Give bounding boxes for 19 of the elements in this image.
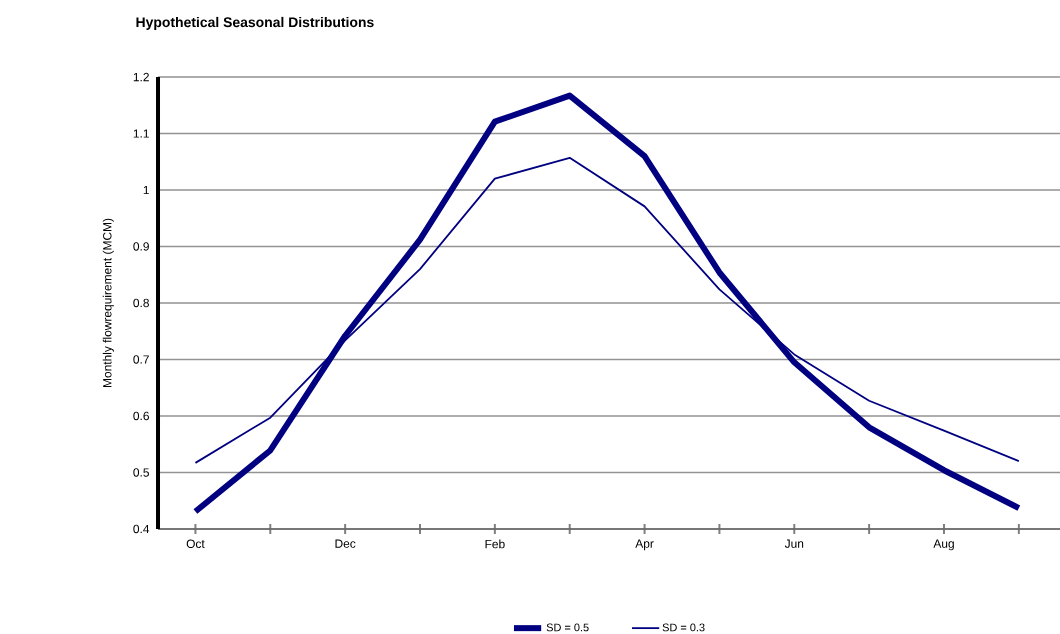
- y-axis-title: Monthly flowrequirement (MCM): [102, 218, 114, 388]
- y-tick-label: 0.8: [133, 298, 149, 308]
- y-tick-label: 1: [143, 185, 149, 195]
- x-tick-label: Feb: [485, 539, 505, 549]
- y-tick-label: 1.2: [133, 72, 149, 82]
- y-tick-label: 0.9: [133, 242, 149, 251]
- y-tick-label: 0.7: [133, 355, 149, 364]
- x-tick-label: Aug: [933, 539, 954, 551]
- y-tick-label: 0.6: [133, 411, 149, 421]
- legend-label: SD = 0.5: [546, 623, 589, 632]
- x-tick-label: Oct: [186, 539, 205, 548]
- x-tick-label: Jun: [784, 539, 804, 548]
- chart-title: Hypothetical Seasonal Distributions: [136, 16, 374, 30]
- x-tick-label: Dec: [335, 539, 356, 548]
- y-tick-label: 0.4: [133, 524, 150, 534]
- x-tick-label: Apr: [635, 539, 654, 551]
- y-tick-label: 0.5: [133, 468, 149, 477]
- y-tick-label: 1.1: [133, 129, 149, 138]
- legend-label: SD = 0.3: [662, 623, 705, 632]
